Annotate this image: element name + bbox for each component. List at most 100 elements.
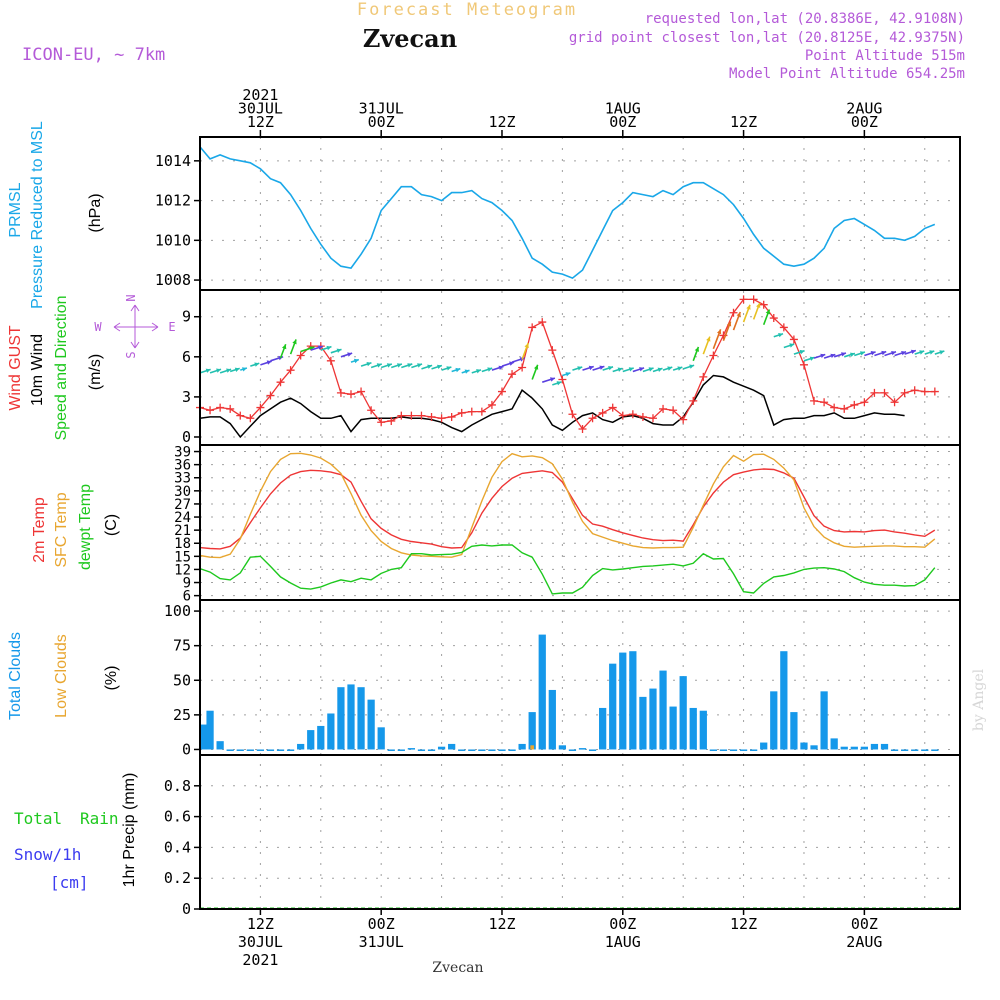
cloud-bar-total <box>911 749 919 751</box>
panel-label-gust: Wind GUST <box>7 325 24 411</box>
cloud-bar-total <box>750 749 758 751</box>
gust-marker <box>417 411 426 420</box>
cloud-bar-total <box>508 749 516 751</box>
y-tick-label: 100 <box>164 602 191 620</box>
gust-marker <box>779 323 788 332</box>
wind-arrow-head <box>608 366 613 371</box>
panel-label-snow: Snow/1h <box>14 845 81 864</box>
wind-arrow-head <box>689 364 695 369</box>
wind-arrow-head <box>736 312 741 317</box>
wind-arrow-head <box>628 367 634 372</box>
watermark: by Angel <box>971 668 987 731</box>
gust-marker <box>679 415 688 424</box>
gust-marker <box>759 300 768 309</box>
wind-arrow-head <box>850 352 855 357</box>
gust-marker <box>266 391 275 400</box>
point-altitude: Point Altitude 515m <box>805 48 965 64</box>
gust-marker <box>568 410 577 419</box>
cloud-bar-total <box>760 742 768 750</box>
cloud-bar-total <box>226 749 234 751</box>
gust-marker <box>387 416 396 425</box>
y-tick-label: 0.4 <box>164 838 191 856</box>
cloud-bar-total <box>890 749 899 751</box>
gust-marker <box>638 412 647 421</box>
gust-marker <box>518 363 527 372</box>
gust-marker <box>699 372 708 381</box>
gust-marker <box>930 387 939 396</box>
cloud-bar-total <box>800 742 808 750</box>
cloud-bar-total <box>317 725 325 750</box>
product-title: Forecast Meteogram <box>357 0 577 20</box>
cloud-bar-total <box>488 749 496 751</box>
gust-marker <box>659 404 668 413</box>
x-tick-label-top: 2021 <box>242 86 278 104</box>
y-tick-label: 0.2 <box>164 869 191 887</box>
gust-marker <box>910 386 919 395</box>
cloud-bar-total <box>297 743 305 750</box>
wind-arrow-head <box>376 363 382 368</box>
wind-arrow-head <box>789 343 795 348</box>
wind-arrow-head <box>446 366 452 371</box>
cloud-bar-total <box>599 707 607 750</box>
wind-arrow-head <box>282 344 287 350</box>
gust-marker <box>538 318 547 327</box>
cloud-bar-total <box>709 749 718 751</box>
panel-precip: 0 0.2 0.4 0.6 0.8 <box>164 777 960 918</box>
gust-marker <box>336 388 345 397</box>
wind-arrow-head <box>799 349 805 355</box>
compass-west: W <box>94 320 102 334</box>
series-prmsl <box>199 146 936 280</box>
y-tick-label: 33 <box>174 471 191 487</box>
chart-root: 1008101010121014036969121518212427303336… <box>7 86 961 969</box>
gust-marker <box>437 414 446 423</box>
cloud-bar-total <box>588 749 597 751</box>
wind-arrow-head <box>464 369 470 374</box>
wind-arrow-head <box>254 362 260 367</box>
cloud-bar-total <box>458 749 466 751</box>
compass-south: S <box>124 351 138 358</box>
compass-arrowheads <box>113 304 159 349</box>
gust-marker <box>326 356 335 365</box>
gust-marker <box>578 424 587 433</box>
gust-marker <box>216 403 225 412</box>
gust-marker <box>669 406 678 415</box>
cloud-bar-total <box>266 749 275 751</box>
wind-arrow-head <box>336 348 342 353</box>
wind-arrow-head <box>667 366 673 371</box>
series-dewpt <box>199 544 936 595</box>
model-label: ICON-EU, ~ 7km <box>22 45 165 65</box>
wind-arrow-head <box>939 350 945 355</box>
cloud-bar-total <box>840 746 848 750</box>
cloud-bar-total <box>347 684 355 750</box>
wind-arrow-head <box>820 353 826 358</box>
wind-arrow-head <box>746 304 751 310</box>
panel-label-sfc-temp: SFC Temp <box>53 492 70 567</box>
gust-marker <box>900 388 909 397</box>
cloud-bar-total <box>437 746 446 750</box>
gust-marker <box>558 375 567 384</box>
cloud-bar-total <box>307 730 315 750</box>
gust-marker <box>467 407 476 416</box>
cloud-bar-total <box>860 746 868 750</box>
panel-unit-wind: (m/s) <box>87 354 104 390</box>
panel-label-prmsl: PRMSL <box>7 182 24 237</box>
x-tick-label-bottom: 2AUG <box>846 933 882 951</box>
y-tick-label: 6 <box>183 589 191 605</box>
gust-marker <box>810 396 819 405</box>
gust-marker <box>497 387 506 396</box>
x-tick-label-top: 00Z <box>609 113 636 131</box>
y-tick-label: 18 <box>174 536 191 552</box>
wind-arrow-head <box>677 366 683 371</box>
wind-arrow-head <box>534 364 539 370</box>
cloud-bar-total <box>649 688 657 750</box>
panel-label-2m-temp: 2m Temp <box>31 497 48 563</box>
panel-pressure: 1008 1010 1012 1014 <box>155 152 960 289</box>
gust-marker <box>548 346 557 355</box>
cloud-bar-total <box>427 749 436 751</box>
y-tick-label: 0.8 <box>164 777 191 795</box>
gust-marker <box>367 406 376 415</box>
series-10m-wind <box>199 374 905 439</box>
cloud-bar-total <box>327 713 335 750</box>
cloud-bar-total <box>337 687 345 750</box>
